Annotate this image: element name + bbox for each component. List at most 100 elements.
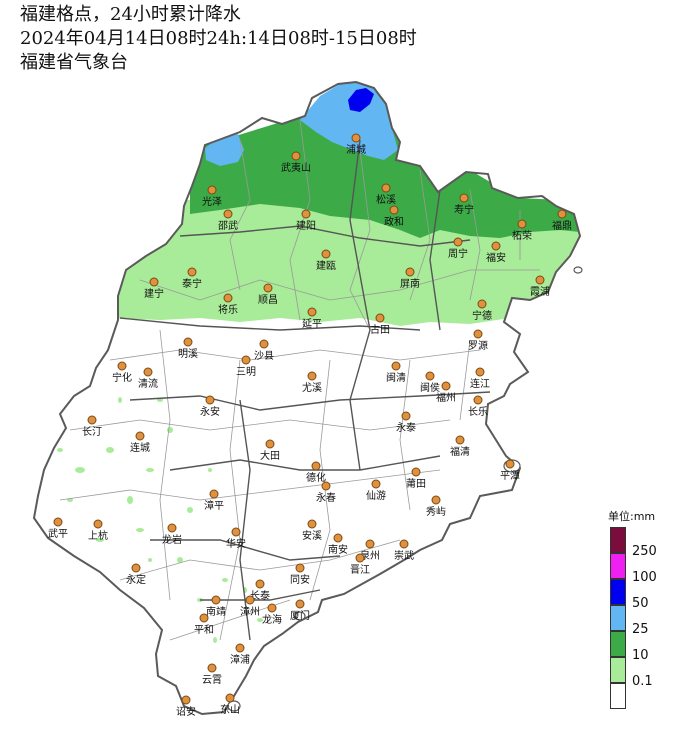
city-marker: 宁化	[112, 361, 132, 384]
city-dot	[455, 435, 465, 445]
city-dot	[231, 527, 241, 537]
city-marker: 安溪	[302, 519, 322, 542]
city-dot	[291, 151, 301, 161]
city-dot	[295, 563, 305, 573]
city-label: 柘荣	[512, 229, 532, 242]
legend-swatch-100	[610, 553, 626, 579]
city-marker: 泰宁	[182, 267, 202, 290]
city-marker: 漳浦	[230, 643, 250, 666]
city-dot	[473, 395, 483, 405]
city-marker: 武平	[48, 517, 68, 540]
city-label: 邵武	[218, 219, 238, 232]
city-marker: 泉州	[360, 539, 380, 562]
city-dot	[431, 495, 441, 505]
city-marker: 福鼎	[552, 209, 572, 232]
city-marker: 上杭	[88, 519, 108, 542]
city-dot	[241, 355, 251, 365]
city-label: 宁化	[112, 371, 132, 384]
legend-label: 10	[632, 648, 649, 663]
city-marker: 漳州	[240, 595, 260, 618]
city-dot	[307, 307, 317, 317]
city-marker: 尤溪	[302, 371, 322, 394]
city-label: 南靖	[206, 605, 226, 618]
city-label: 政和	[384, 215, 404, 228]
map-title: 福建格点，24小时累计降水	[20, 4, 241, 25]
city-label: 清流	[138, 377, 158, 390]
city-marker: 云霄	[202, 663, 222, 686]
city-dot	[371, 479, 381, 489]
city-boundaries	[119, 139, 491, 641]
city-label: 华安	[226, 537, 246, 550]
city-marker: 三明	[236, 355, 256, 378]
legend-label: 100	[632, 570, 657, 585]
issuing-agency: 福建省气象台	[20, 52, 128, 73]
city-label: 连城	[130, 441, 150, 454]
city-label: 泰宁	[182, 277, 202, 290]
city-marker: 龙岩	[162, 523, 182, 546]
city-dot	[307, 519, 317, 529]
city-marker: 明溪	[178, 337, 198, 360]
city-label: 秀屿	[426, 506, 446, 518]
city-marker: 同安	[290, 563, 310, 586]
city-label: 龙海	[262, 613, 282, 626]
city-marker: 建瓯	[316, 249, 336, 272]
city-marker: 秀屿	[426, 495, 446, 518]
city-marker: 漳平	[204, 489, 224, 512]
city-dot	[135, 431, 145, 441]
city-dot	[265, 439, 275, 449]
city-marker: 崇武	[394, 539, 414, 562]
city-dot	[211, 595, 221, 605]
city-marker: 德化	[306, 461, 326, 484]
city-dot	[223, 293, 233, 303]
city-marker: 柘荣	[512, 219, 532, 242]
city-dot	[255, 579, 265, 589]
city-dot	[245, 595, 255, 605]
city-label: 永春	[316, 491, 336, 504]
city-marker: 长泰	[250, 579, 270, 602]
city-label: 诏安	[176, 705, 196, 718]
city-dot	[405, 267, 415, 277]
city-marker: 霞浦	[530, 275, 550, 298]
city-dot	[473, 329, 483, 339]
city-dot	[425, 371, 435, 381]
city-dot	[311, 461, 321, 471]
city-marker: 平潭	[500, 459, 520, 482]
city-dot	[535, 275, 545, 285]
city-dot	[53, 517, 63, 527]
city-marker: 诏安	[176, 695, 196, 718]
city-marker: 仙游	[366, 479, 386, 502]
city-marker: 松溪	[376, 183, 396, 206]
city-marker: 永泰	[396, 411, 416, 434]
city-marker: 厦门	[290, 599, 310, 622]
city-dot	[263, 283, 273, 293]
city-marker: 永春	[316, 481, 336, 504]
city-dot	[441, 381, 451, 391]
city-marker: 永安	[200, 395, 220, 418]
city-marker: 永定	[126, 563, 146, 586]
city-dot	[557, 209, 567, 219]
city-dot	[321, 481, 331, 491]
city-marker: 政和	[384, 205, 404, 228]
city-dot	[117, 361, 127, 371]
city-dot	[459, 193, 469, 203]
legend-swatch-250	[610, 527, 626, 553]
city-dot	[267, 603, 277, 613]
legend-swatch-10	[610, 631, 626, 657]
city-dot	[301, 209, 311, 219]
city-marker: 闽清	[386, 361, 406, 384]
city-dot	[205, 395, 215, 405]
city-label: 武平	[48, 527, 68, 540]
legend-label: 50	[632, 596, 649, 611]
city-label: 霞浦	[530, 285, 550, 298]
city-marker: 闽侯	[420, 371, 440, 394]
city-dot	[207, 663, 217, 673]
city-label: 平和	[194, 624, 214, 636]
city-dot	[381, 183, 391, 193]
city-dot	[411, 467, 421, 477]
city-label: 永安	[200, 405, 220, 418]
city-label: 长汀	[82, 426, 102, 438]
city-marker: 平和	[194, 613, 214, 636]
city-dot	[181, 695, 191, 705]
city-label: 平潭	[500, 470, 520, 482]
city-marker: 莆田	[406, 467, 426, 490]
